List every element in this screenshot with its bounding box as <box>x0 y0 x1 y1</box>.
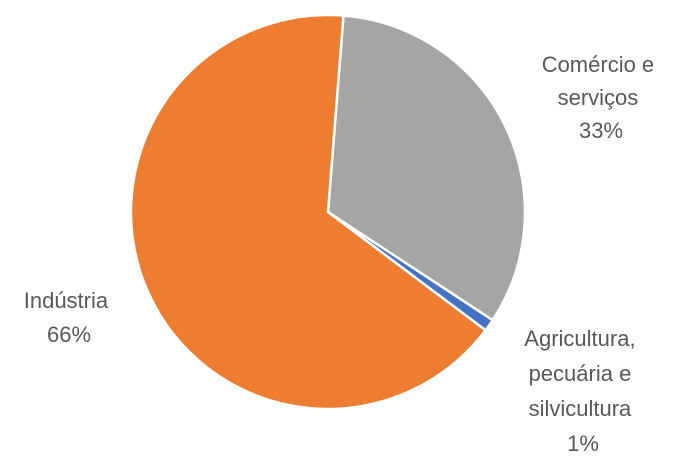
slice-label-comercio: Comércio e serviços 33% <box>542 52 661 143</box>
slice-label-agricultura-line-2: pecuária e <box>529 361 632 386</box>
pie-slice-industria <box>129 13 487 411</box>
slice-label-agricultura: Agricultura, pecuária e silvicultura 1% <box>524 326 641 456</box>
slice-value-comercio: 33% <box>579 118 623 143</box>
slice-label-comercio-line-1: Comércio e <box>542 52 654 77</box>
pie-slices <box>129 13 527 411</box>
slice-label-agricultura-line-1: Agricultura, <box>524 326 635 351</box>
slice-value-agricultura: 1% <box>567 431 599 456</box>
slice-label-agricultura-line-3: silvicultura <box>529 396 632 421</box>
slice-label-industria-line-1: Indústria <box>24 288 109 313</box>
slice-label-comercio-line-2: serviços <box>558 85 639 110</box>
slice-label-industria: Indústria 66% <box>24 288 115 347</box>
slice-value-industria: 66% <box>47 322 91 347</box>
